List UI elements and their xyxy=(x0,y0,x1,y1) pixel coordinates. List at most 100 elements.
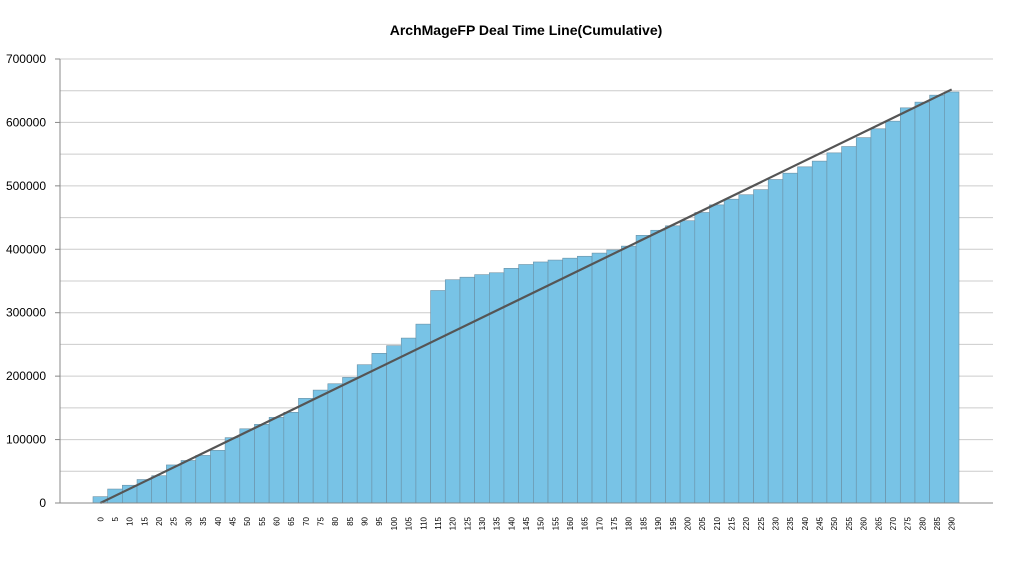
bar xyxy=(298,398,314,504)
x-tick-label: 60 xyxy=(272,516,281,525)
x-tick-label: 235 xyxy=(786,516,795,530)
x-tick-label: 200 xyxy=(683,516,692,530)
bar xyxy=(944,91,960,504)
bar xyxy=(855,137,872,504)
x-tick-label: 35 xyxy=(199,516,208,525)
bar xyxy=(621,245,637,504)
x-tick-label: 225 xyxy=(757,516,766,530)
x-tick-label: 180 xyxy=(625,516,634,530)
x-tick-label: 160 xyxy=(566,516,575,530)
x-tick-label: 210 xyxy=(713,516,722,530)
x-tick-label: 285 xyxy=(933,516,942,530)
bar xyxy=(709,204,725,504)
x-tick-label: 185 xyxy=(639,516,648,530)
bars xyxy=(92,91,960,504)
bar xyxy=(797,166,813,504)
x-tick-label: 25 xyxy=(170,516,179,525)
x-tick-label: 255 xyxy=(845,516,854,530)
chart-title: ArchMageFP Deal Time Line(Cumulative) xyxy=(390,22,663,38)
bar xyxy=(327,383,343,504)
x-tick-label: 45 xyxy=(228,516,237,525)
bar xyxy=(254,424,270,504)
x-tick-label: 215 xyxy=(727,516,736,530)
y-tick-label: 100000 xyxy=(6,433,46,447)
x-tick-label: 40 xyxy=(214,516,223,525)
x-tick-label: 170 xyxy=(595,516,604,530)
bar xyxy=(694,212,710,504)
bar xyxy=(180,460,197,504)
x-tick-label: 240 xyxy=(801,516,810,530)
x-tick-label: 140 xyxy=(507,516,516,530)
x-tick-label: 5 xyxy=(111,516,120,521)
bar xyxy=(533,261,549,504)
bar xyxy=(767,179,784,504)
bar xyxy=(444,279,461,504)
bar xyxy=(342,377,358,504)
x-tick-label: 220 xyxy=(742,516,751,530)
x-tick-label: 145 xyxy=(522,516,531,530)
bar xyxy=(224,437,241,504)
x-tick-label: 135 xyxy=(493,516,502,530)
x-tick-label: 20 xyxy=(155,516,164,525)
bar xyxy=(430,290,446,504)
x-tick-label: 110 xyxy=(419,516,428,529)
x-tick-label: 10 xyxy=(126,516,135,525)
bar xyxy=(914,101,930,504)
bar xyxy=(723,198,740,504)
bar xyxy=(400,337,417,504)
bar xyxy=(929,94,945,504)
x-tick-label: 165 xyxy=(581,516,590,530)
x-tick-label: 250 xyxy=(830,516,839,530)
bar xyxy=(415,323,431,504)
bar xyxy=(738,194,754,504)
x-tick-label: 280 xyxy=(918,516,927,530)
bar xyxy=(577,255,593,504)
bar xyxy=(547,259,563,504)
x-tick-label: 85 xyxy=(346,516,355,525)
axes xyxy=(55,59,993,504)
y-tick-label: 0 xyxy=(39,496,46,510)
y-tick-label: 200000 xyxy=(6,369,46,383)
bar xyxy=(518,264,534,504)
x-tick-label: 0 xyxy=(96,516,105,521)
bar xyxy=(885,120,901,504)
x-tick-label: 75 xyxy=(317,516,326,525)
x-tick-label: 95 xyxy=(375,516,384,525)
x-tick-label: 290 xyxy=(948,516,957,530)
bar xyxy=(312,389,329,504)
bar xyxy=(195,455,211,504)
bar xyxy=(591,252,608,504)
x-tick-label: 120 xyxy=(449,516,458,530)
bar xyxy=(459,276,475,504)
y-tick-label: 700000 xyxy=(6,52,46,66)
trend-line xyxy=(99,88,953,504)
x-axis-ticks: 0 5 10 15 20 25 30 35 40 45 50 55 60 65 70 75 80 85 90 95 10… xyxy=(96,516,956,530)
x-tick-label: 115 xyxy=(434,516,443,529)
x-tick-label: 245 xyxy=(816,516,825,530)
bar xyxy=(474,274,490,504)
x-tick-label: 190 xyxy=(654,516,663,530)
bar xyxy=(899,107,916,504)
x-tick-label: 150 xyxy=(537,516,546,530)
x-tick-label: 55 xyxy=(258,516,267,525)
bar xyxy=(151,475,167,504)
bar xyxy=(679,220,696,504)
x-tick-label: 90 xyxy=(361,516,370,525)
x-tick-label: 105 xyxy=(405,516,414,530)
bar xyxy=(826,152,842,504)
bar xyxy=(753,189,769,504)
x-tick-label: 100 xyxy=(390,516,399,530)
y-tick-label: 600000 xyxy=(6,115,46,129)
y-tick-label: 300000 xyxy=(6,306,46,320)
y-axis-ticks: 0 100000 200000 300000 400000 500000 600000 700… xyxy=(6,52,60,510)
bar xyxy=(841,146,857,504)
bar xyxy=(268,417,285,504)
bar xyxy=(371,353,387,504)
bar xyxy=(665,225,681,504)
y-tick-label: 400000 xyxy=(6,242,46,256)
x-tick-label: 195 xyxy=(669,516,678,530)
bar xyxy=(635,235,652,504)
x-tick-label: 15 xyxy=(140,516,149,525)
